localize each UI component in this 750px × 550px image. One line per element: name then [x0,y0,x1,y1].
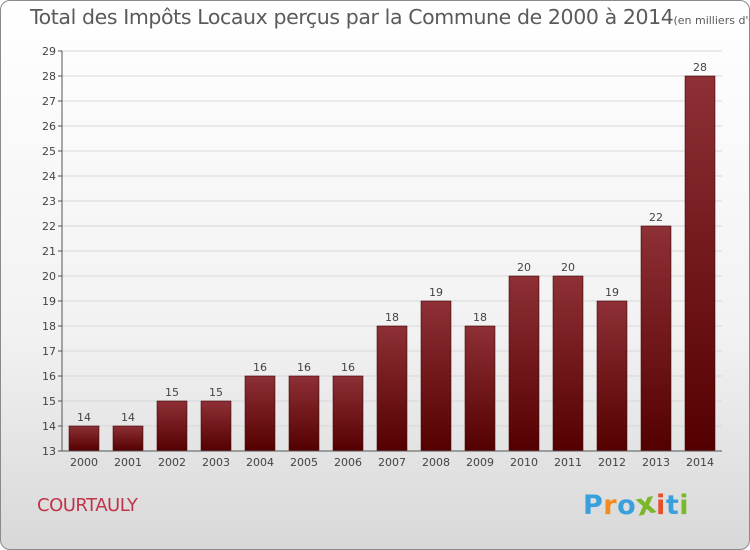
x-tick-label: 2013 [642,456,670,469]
bar-value-label: 19 [605,286,619,299]
bar-2002 [156,400,188,452]
bar-2001 [112,425,144,452]
y-tick-label: 23 [42,195,56,208]
page-title-unit: (en milliers d'€) [673,14,749,27]
y-tick-label: 29 [42,45,56,58]
x-tick-label: 2012 [598,456,626,469]
bar-value-label: 18 [473,311,487,324]
y-tick-label: 15 [42,395,56,408]
bar-value-label: 15 [165,386,179,399]
y-axis-ticks: 13 14 15 16 17 18 19 20 21 22 23 24 25 26 27 28 29 [42,45,62,458]
x-tick-label: 2004 [246,456,274,469]
y-tick-label: 18 [42,320,56,333]
logo-letter: r [603,490,618,521]
bar-2005 [288,375,320,452]
axes [61,51,722,452]
x-tick-label: 2003 [202,456,230,469]
proxiti-logo: Proxiti [583,485,689,523]
x-tick-label: 2011 [554,456,582,469]
y-tick-label: 13 [42,445,56,458]
bar-2013 [640,225,672,452]
logo-letter: o [617,490,637,521]
bar-value-label: 20 [561,261,575,274]
y-tick-label: 28 [42,70,56,83]
bar-value-label: 16 [253,361,267,374]
bar-value-label: 16 [341,361,355,374]
x-tick-label: 2001 [114,456,142,469]
x-tick-label: 2009 [466,456,494,469]
y-tick-label: 22 [42,220,56,233]
logo-letter: i [656,490,666,521]
bar-value-label: 14 [77,411,91,424]
bar-2008 [420,300,452,452]
bars: 14 14 15 15 16 16 16 18 19 18 20 20 19 22 28 [68,61,716,452]
x-tick-label: 2006 [334,456,362,469]
y-tick-label: 17 [42,345,56,358]
bar-2004 [244,375,276,452]
bar-2011 [552,275,584,452]
x-tick-label: 2002 [158,456,186,469]
page-title: Total des Impôts Locaux perçus par la Co… [30,5,749,29]
bar-value-label: 15 [209,386,223,399]
bar-2003 [200,400,232,452]
logo-letter: t [665,490,680,521]
commune-name: COURTAULY [37,495,138,516]
bar-value-label: 20 [517,261,531,274]
x-tick-label: 2007 [378,456,406,469]
bar-2009 [464,325,496,452]
bar-2010 [508,275,540,452]
bar-2000 [68,425,100,452]
bar-value-label: 19 [429,286,443,299]
y-tick-label: 25 [42,145,56,158]
x-axis-ticks: 2000 2001 2002 2003 2004 2005 2006 2007 2008 2009… [70,456,714,469]
x-tick-label: 2014 [686,456,714,469]
page-title-main: Total des Impôts Locaux perçus par la Co… [30,5,674,29]
y-tick-label: 14 [42,420,56,433]
bar-2007 [376,325,408,452]
bar-value-label: 16 [297,361,311,374]
y-tick-label: 21 [42,245,56,258]
y-tick-label: 19 [42,295,56,308]
logo-letter: P [583,490,604,521]
bar-value-label: 18 [385,311,399,324]
x-tick-label: 2008 [422,456,450,469]
logo-letter: i [679,490,689,521]
y-tick-label: 26 [42,120,56,133]
x-tick-label: 2005 [290,456,318,469]
y-tick-label: 24 [42,170,56,183]
bar-2006 [332,375,364,452]
bar-value-label: 14 [121,411,135,424]
bar-value-label: 28 [693,61,707,74]
x-tick-label: 2010 [510,456,538,469]
x-tick-label: 2000 [70,456,98,469]
bar-2014 [684,75,716,452]
bar-2012 [596,300,628,452]
y-tick-label: 27 [42,95,56,108]
y-tick-label: 20 [42,270,56,283]
bar-value-label: 22 [649,211,663,224]
y-tick-label: 16 [42,370,56,383]
